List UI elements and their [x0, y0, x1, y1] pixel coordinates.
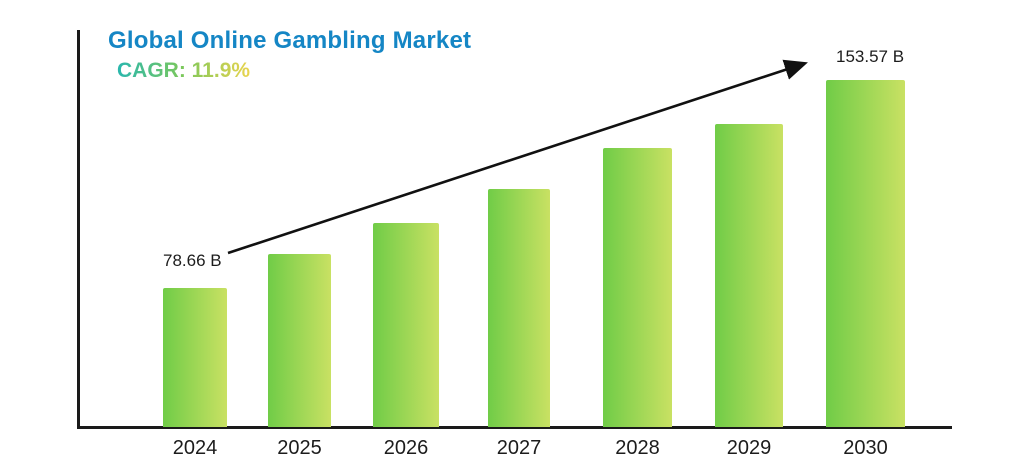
x-tick-2029: 2029: [726, 437, 772, 459]
x-axis-line: [77, 426, 952, 429]
value-label-2024: 78.66 B: [163, 251, 222, 270]
x-tick-2025: 2025: [277, 437, 322, 459]
y-axis-line: [77, 30, 80, 429]
bar-2028: [603, 148, 672, 427]
value-label-2030: 153.57 B: [836, 47, 905, 66]
bar-2030: [826, 80, 905, 427]
x-tick-2028: 2028: [615, 437, 660, 459]
x-tick-2026: 2026: [383, 437, 429, 459]
x-tick-2030: 2030: [843, 437, 888, 459]
bar-2024: [163, 288, 227, 427]
cagr-subtitle: CAGR: 11.9%: [117, 59, 251, 82]
bar-2025: [268, 254, 331, 427]
bar-2029: [715, 124, 783, 427]
x-tick-2027: 2027: [496, 437, 542, 459]
x-tick-2024: 2024: [172, 437, 218, 459]
chart-title: Global Online Gambling Market: [108, 27, 472, 54]
bar-2026: [373, 223, 439, 427]
bar-2027: [488, 189, 550, 427]
